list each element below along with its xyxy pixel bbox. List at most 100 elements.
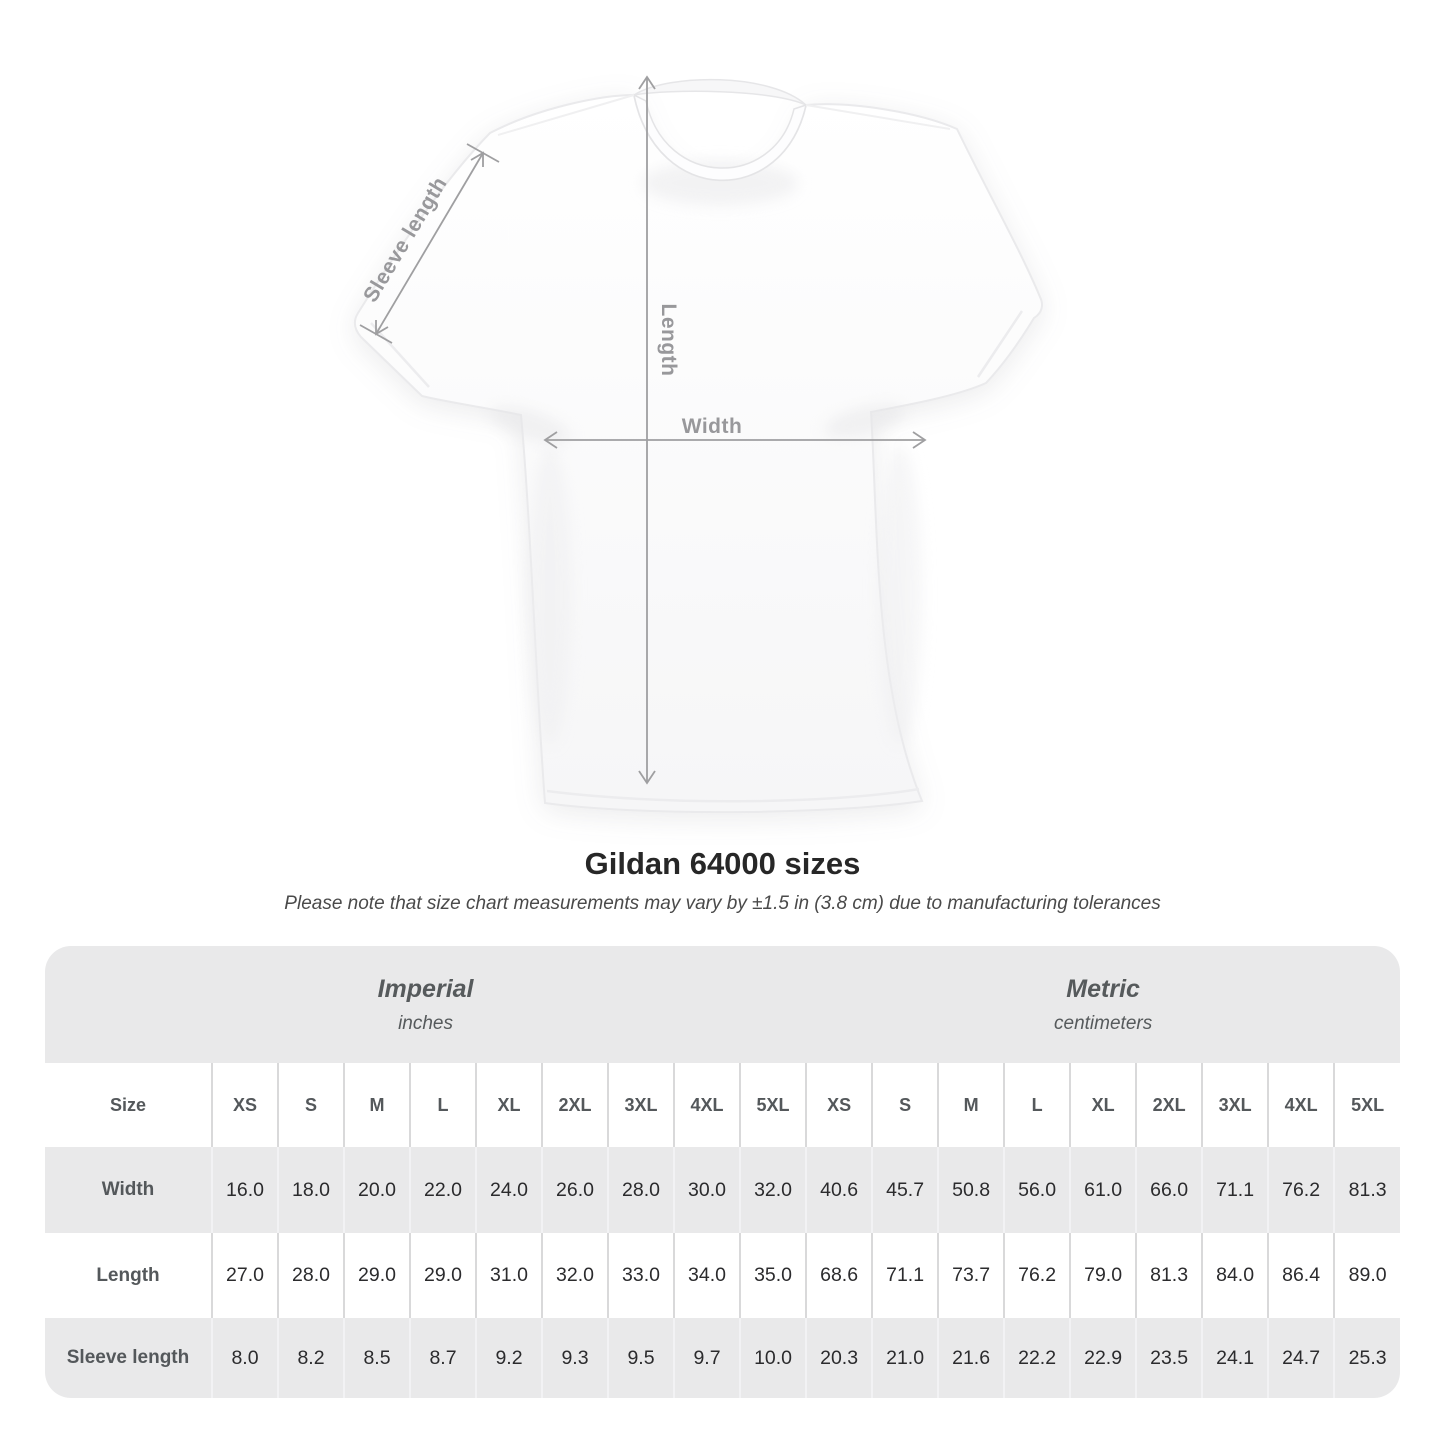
- measurement-cell: 84.0: [1201, 1233, 1269, 1318]
- size-header-cell: L: [409, 1063, 476, 1147]
- measurement-cell: 45.7: [871, 1147, 939, 1233]
- size-header-cell: M: [937, 1063, 1005, 1147]
- size-header-cell: 2XL: [1135, 1063, 1203, 1147]
- measurement-cell: 20.0: [343, 1147, 410, 1233]
- right-side-shade: [878, 445, 922, 745]
- measurement-cell: 34.0: [673, 1233, 740, 1318]
- measurement-cell: 66.0: [1135, 1147, 1203, 1233]
- table-row: Sleeve length 8.0 8.2 8.5 8.7 9.2 9.3 9.5 9.7 10.…: [45, 1318, 1400, 1398]
- size-header-cell: S: [871, 1063, 939, 1147]
- measurement-cell: 24.1: [1201, 1318, 1269, 1398]
- left-sleeve-hem: [370, 322, 430, 388]
- measurement-cell: 24.7: [1267, 1318, 1335, 1398]
- size-header-cell: 3XL: [1201, 1063, 1269, 1147]
- measurement-cell: 8.2: [277, 1318, 344, 1398]
- size-header-cell: 3XL: [607, 1063, 674, 1147]
- left-underarm-shade: [489, 406, 571, 444]
- size-chart-table-wrapper: Imperial inches Metric centimeters Size …: [45, 946, 1400, 1398]
- measurement-cell: 50.8: [937, 1147, 1005, 1233]
- size-header-cell: XS: [211, 1063, 278, 1147]
- size-header-cell: 4XL: [1267, 1063, 1335, 1147]
- right-underarm-shade: [824, 404, 906, 438]
- size-header-cell: XL: [1069, 1063, 1137, 1147]
- measurement-cell: 79.0: [1069, 1233, 1137, 1318]
- measurement-cell: 32.0: [541, 1233, 608, 1318]
- measurement-cell: 22.0: [409, 1147, 476, 1233]
- measurement-cell: 81.3: [1333, 1147, 1400, 1233]
- measurement-cell: 32.0: [738, 1147, 807, 1233]
- measurement-cell: 71.1: [1201, 1147, 1269, 1233]
- size-header-cell: 5XL: [738, 1063, 807, 1147]
- measurement-cell: 35.0: [738, 1233, 807, 1318]
- measurement-cell: 24.0: [475, 1147, 542, 1233]
- length-label: Length: [657, 304, 680, 377]
- tshirt-shape: [353, 78, 1043, 814]
- measurement-cell: 22.2: [1003, 1318, 1071, 1398]
- row-label: Length: [96, 1264, 160, 1286]
- imperial-band: Imperial inches: [45, 946, 807, 1063]
- measurement-cell: 33.0: [607, 1233, 674, 1318]
- measurement-rows: Width 16.0 18.0 20.0 22.0 24.0 26.0 28.0 30.0 32.…: [45, 1147, 1400, 1398]
- size-header-cell: S: [277, 1063, 344, 1147]
- measurement-cell: 8.5: [343, 1318, 410, 1398]
- shoulder-seams: [497, 94, 951, 136]
- tshirt-size-diagram: Sleeve length Length Width: [325, 55, 1085, 845]
- measurement-cell: 9.5: [607, 1318, 674, 1398]
- measurement-cell: 26.0: [541, 1147, 608, 1233]
- measurement-cell: 71.1: [871, 1233, 939, 1318]
- tolerance-note: Please note that size chart measurements…: [284, 893, 1161, 914]
- measurement-cell: 22.9: [1069, 1318, 1137, 1398]
- measurement-cell: 27.0: [211, 1233, 278, 1318]
- measurement-cell: 8.0: [211, 1318, 278, 1398]
- metric-unit: centimeters: [1054, 1012, 1153, 1034]
- width-arrow: [543, 431, 927, 449]
- measurement-cell: 86.4: [1267, 1233, 1335, 1318]
- measurement-cell: 56.0: [1003, 1147, 1071, 1233]
- measurement-cell: 76.2: [1003, 1233, 1071, 1318]
- length-arrow: [638, 75, 656, 785]
- sleeve-length-arrow: [359, 143, 500, 344]
- back-collar: [633, 78, 807, 106]
- measurement-cell: 21.0: [871, 1318, 939, 1398]
- measurement-cell: 89.0: [1333, 1233, 1400, 1318]
- measurement-cell: 61.0: [1069, 1147, 1137, 1233]
- measurement-cell: 9.3: [541, 1318, 608, 1398]
- page-title: Gildan 64000 sizes: [584, 846, 861, 881]
- imperial-unit: inches: [398, 1012, 453, 1034]
- tshirt-illustration: Sleeve length Length Width: [353, 75, 1043, 814]
- table-row: Width 16.0 18.0 20.0 22.0 24.0 26.0 28.0 30.0 32.…: [45, 1147, 1400, 1233]
- left-side-shade: [528, 445, 572, 745]
- measurement-cell: 20.3: [805, 1318, 873, 1398]
- row-label: Width: [101, 1179, 155, 1200]
- size-header-cell: 5XL: [1333, 1063, 1400, 1147]
- unit-band-row: Imperial inches Metric centimeters: [45, 946, 1400, 1063]
- measurement-cell: 31.0: [475, 1233, 542, 1318]
- right-sleeve-hem: [976, 310, 1024, 378]
- measurement-cell: 30.0: [673, 1147, 740, 1233]
- measurement-cell: 9.2: [475, 1318, 542, 1398]
- imperial-label: Imperial: [377, 974, 474, 1003]
- measurement-cell: 28.0: [607, 1147, 674, 1233]
- bottom-hem: [546, 787, 920, 803]
- size-header-cell: XL: [475, 1063, 542, 1147]
- measurement-cell: 10.0: [738, 1318, 807, 1398]
- width-label: Width: [682, 415, 743, 438]
- measurement-cell: 73.7: [937, 1233, 1005, 1318]
- measurement-cell: 29.0: [343, 1233, 410, 1318]
- measurement-cell: 8.7: [409, 1318, 476, 1398]
- metric-band: Metric centimeters: [806, 946, 1400, 1063]
- measurement-cell: 76.2: [1267, 1147, 1335, 1233]
- size-chart-table: Imperial inches Metric centimeters Size …: [45, 946, 1400, 1398]
- measurement-cell: 21.6: [937, 1318, 1005, 1398]
- measurement-cell: 29.0: [409, 1233, 476, 1318]
- size-column-header: Size: [109, 1094, 147, 1115]
- size-header-cell: 4XL: [673, 1063, 740, 1147]
- measurement-cell: 68.6: [805, 1233, 873, 1318]
- measurement-cell: 81.3: [1135, 1233, 1203, 1318]
- measurement-cell: 40.6: [805, 1147, 873, 1233]
- metric-label: Metric: [1066, 974, 1140, 1003]
- measurement-cell: 16.0: [211, 1147, 278, 1233]
- table-row: Length 27.0 28.0 29.0 29.0 31.0 32.0 33.0 34.0 35…: [45, 1233, 1400, 1318]
- measurement-cell: 9.7: [673, 1318, 740, 1398]
